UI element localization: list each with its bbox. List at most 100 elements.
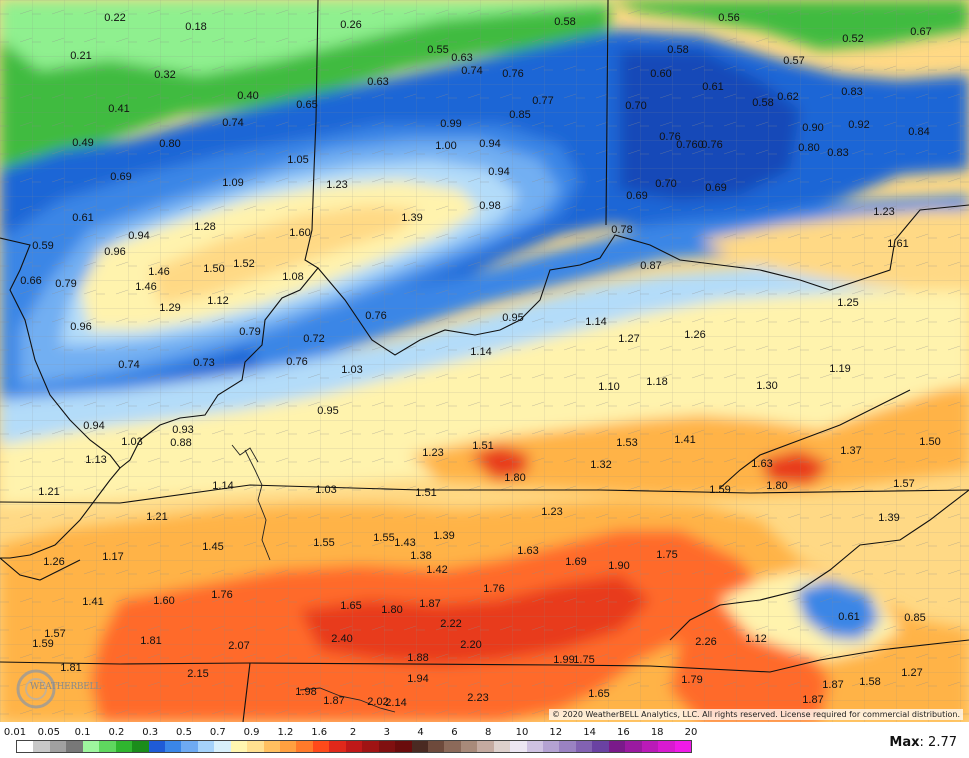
station-value-label: 1.23 (326, 179, 347, 191)
station-value-label: 0.95 (502, 312, 523, 324)
legend-swatch (608, 741, 626, 752)
legend-swatch (444, 741, 461, 752)
station-value-label: 1.03 (121, 436, 142, 448)
station-value-label: 1.87 (323, 695, 344, 707)
station-value-label: 2.26 (695, 636, 716, 648)
station-value-label: 0.55 (427, 44, 448, 56)
station-value-label: 1.55 (313, 537, 334, 549)
station-value-label: 1.80 (766, 480, 787, 492)
station-value-label: 0.69 (705, 182, 726, 194)
legend-tick-label: 12 (549, 727, 563, 738)
station-value-label: 0.70 (655, 178, 676, 190)
legend-swatch (99, 741, 116, 752)
station-value-label: 0.83 (827, 147, 848, 159)
station-value-label: 1.99 (553, 654, 574, 666)
max-value: Max: 2.77 (889, 735, 957, 750)
legend-swatch (460, 741, 478, 752)
legend-tick-label: 4 (417, 727, 424, 738)
station-value-label: 0.76 (701, 139, 722, 151)
station-value-label: 0.98 (479, 200, 500, 212)
station-value-label: 1.26 (684, 329, 705, 341)
station-value-label: 1.50 (919, 436, 940, 448)
station-value-label: 1.45 (202, 541, 223, 553)
station-value-label: 1.46 (148, 266, 169, 278)
legend-tick-label: 16 (617, 727, 630, 738)
station-value-label: 1.46 (135, 281, 156, 293)
station-value-label: 1.94 (407, 673, 428, 685)
station-value-label: 1.39 (433, 530, 454, 542)
station-value-label: 0.79 (239, 326, 260, 338)
station-value-label: 1.32 (590, 459, 611, 471)
station-value-label: 1.75 (656, 549, 677, 561)
station-value-label: 1.10 (598, 381, 619, 393)
station-value-label: 1.80 (504, 472, 525, 484)
station-value-label: 0.58 (752, 97, 773, 109)
legend-swatch (115, 741, 133, 752)
station-value-label: 0.73 (193, 357, 214, 369)
station-value-label: 0.84 (908, 126, 929, 138)
legend-tick-label: 6 (451, 727, 458, 738)
station-value-label: 1.60 (289, 227, 310, 239)
station-value-label: 1.69 (565, 556, 586, 568)
station-value-label: 0.66 (20, 275, 41, 287)
station-value-label: 1.52 (233, 258, 254, 270)
station-value-label: 0.96 (104, 246, 125, 258)
station-value-label: 1.79 (681, 674, 702, 686)
legend-tick-label: 0.9 (243, 727, 260, 738)
station-value-label: 1.53 (616, 437, 637, 449)
legend-swatch (510, 741, 527, 752)
station-value-label: 1.28 (194, 221, 215, 233)
station-value-label: 1.63 (751, 458, 772, 470)
station-value-label: 2.22 (440, 618, 461, 630)
station-value-label: 0.78 (611, 224, 632, 236)
station-value-label: 0.40 (237, 90, 258, 102)
station-value-label: 1.59 (32, 638, 53, 650)
station-value-label: 1.43 (394, 537, 415, 549)
legend-swatch (362, 741, 379, 752)
copyright-notice: © 2020 WeatherBELL Analytics, LLC. All r… (549, 709, 963, 720)
legend-swatch (17, 741, 34, 752)
station-value-label: 0.79 (55, 278, 76, 290)
station-value-label: 1.98 (295, 686, 316, 698)
station-value-label: 1.65 (588, 688, 609, 700)
station-value-label: 1.23 (422, 447, 443, 459)
station-value-label: 0.57 (783, 55, 804, 67)
station-value-label: 1.90 (608, 560, 629, 572)
legend-tick-label: 20 (684, 727, 698, 738)
station-value-label: 0.76 (502, 68, 523, 80)
legend-tick-label: 0.3 (142, 727, 159, 738)
station-value-label: 1.81 (140, 635, 161, 647)
legend-swatch (411, 741, 428, 752)
station-value-label: 2.14 (385, 697, 406, 709)
legend-swatch (427, 741, 445, 752)
station-value-label: 0.96 (70, 321, 91, 333)
station-value-label: 0.67 (910, 26, 931, 38)
max-number: : 2.77 (919, 735, 957, 750)
station-value-label: 1.60 (153, 595, 174, 607)
legend-tick-label: 0.2 (108, 727, 125, 738)
station-value-label: 1.58 (859, 676, 880, 688)
station-value-label: 0.94 (488, 166, 509, 178)
station-value-label: 2.15 (187, 668, 208, 680)
legend-swatch (132, 741, 149, 752)
legend-swatch (329, 741, 346, 752)
station-value-label: 1.50 (203, 263, 224, 275)
station-value-label: 0.77 (532, 95, 553, 107)
station-value-label: 1.03 (341, 364, 362, 376)
station-value-label: 1.27 (618, 333, 639, 345)
station-value-label: 0.76 (659, 131, 680, 143)
station-value-label: 0.85 (904, 612, 925, 624)
legend-labels: 0.01 0.05 0.1 0.2 0.3 0.5 0.7 0.9 1.2 1.6 2 3 4 6 8 10 1… (4, 727, 698, 739)
station-value-label: 0.60 (650, 68, 671, 80)
precip-field (0, 0, 969, 722)
station-value-label: 0.22 (104, 12, 125, 24)
legend-tick-label: 1.6 (311, 727, 328, 738)
station-value-label: 1.87 (802, 694, 823, 706)
station-value-label: 1.27 (901, 667, 922, 679)
station-value-label: 1.55 (373, 532, 394, 544)
station-value-label: 1.41 (674, 434, 695, 446)
station-value-label: 0.94 (128, 230, 149, 242)
station-value-label: 0.65 (296, 99, 317, 111)
station-value-label: 1.30 (756, 380, 777, 392)
